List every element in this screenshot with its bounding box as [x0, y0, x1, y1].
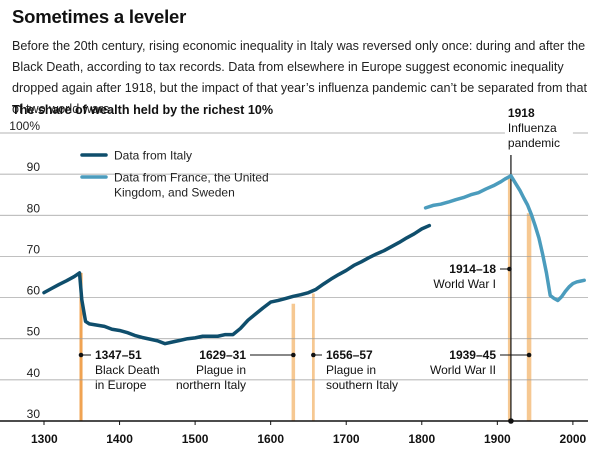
legend-label-italy: Data from Italy: [114, 149, 192, 163]
event-label-years-2: 1656–57: [326, 348, 373, 362]
event-label-line1-1: Plague in: [196, 363, 246, 377]
x-tick-labels: 1300 1400 1500 1600 1700 1800 1900 2000: [31, 421, 587, 446]
series-lines: [42, 174, 586, 346]
y-tick-label-6: 40: [27, 366, 41, 380]
event-dot-1: [291, 352, 296, 358]
y-tick-label-4: 60: [27, 284, 41, 298]
y-tick-label-3: 70: [27, 242, 41, 256]
event-label-years-3: 1914–18: [449, 262, 496, 276]
y-tick-label-2: 80: [27, 201, 41, 215]
pandemic-label-bg: [504, 101, 573, 155]
x-tick-label-0: 1300: [31, 432, 58, 446]
subtitle: Before the 20th century, rising economic…: [12, 39, 588, 116]
pandemic-dot: [508, 418, 514, 424]
x-tick-label-5: 1800: [408, 432, 435, 446]
event-label-line1-3: World War I: [433, 277, 496, 291]
event-band-0: [79, 272, 83, 421]
event-label-line1-2: Plague in: [326, 363, 376, 377]
series-line-italy: [42, 223, 432, 346]
event-band-1: [291, 303, 296, 421]
pandemic-label-line1: Influenza: [508, 121, 557, 135]
x-tick-label-3: 1600: [257, 432, 284, 446]
event-label-years-1: 1629–31: [199, 348, 246, 362]
y-tick-labels: 100% 90 80 70 60 50 40 30: [9, 119, 40, 421]
x-tick-label-4: 1700: [333, 432, 360, 446]
pandemic-label-line2: pandemic: [508, 136, 560, 150]
headline: Sometimes a leveler: [12, 6, 187, 27]
event-dot-0: [78, 352, 84, 358]
event-bands: [79, 176, 532, 421]
event-label-line1-0: Black Death: [95, 363, 160, 377]
y-tick-label-1: 90: [27, 160, 41, 174]
y-tick-label-0: 100%: [9, 119, 40, 133]
x-tick-label-1: 1400: [106, 432, 133, 446]
event-label-years-4: 1939–45: [449, 348, 496, 362]
chart-title: The share of wealth held by the richest …: [12, 103, 274, 117]
x-tick-label-7: 2000: [560, 432, 587, 446]
event-band-4: [526, 213, 532, 421]
legend-label-europe-line1: Data from France, the United: [114, 171, 269, 185]
event-label-line2-0: in Europe: [95, 378, 147, 392]
event-label-line2-2: southern Italy: [326, 378, 398, 392]
x-tick-label-2: 1500: [182, 432, 209, 446]
gridlines: [0, 132, 588, 422]
y-tick-label-5: 50: [27, 325, 41, 339]
y-tick-label-7: 30: [27, 407, 41, 421]
event-label-years-0: 1347–51: [95, 348, 142, 362]
x-tick-label-6: 1900: [484, 432, 511, 446]
event-label-line2-1: northern Italy: [176, 378, 246, 392]
legend-label-europe-line2: Kingdom, and Sweden: [114, 186, 235, 200]
event-dot-3: [507, 266, 512, 272]
event-band-3: [507, 176, 511, 421]
series-line-europe: [423, 174, 586, 303]
event-label-line1-4: World War II: [430, 363, 496, 377]
pandemic-label-year: 1918: [508, 106, 535, 120]
legend: Data from Italy Data from France, the Un…: [80, 149, 269, 200]
